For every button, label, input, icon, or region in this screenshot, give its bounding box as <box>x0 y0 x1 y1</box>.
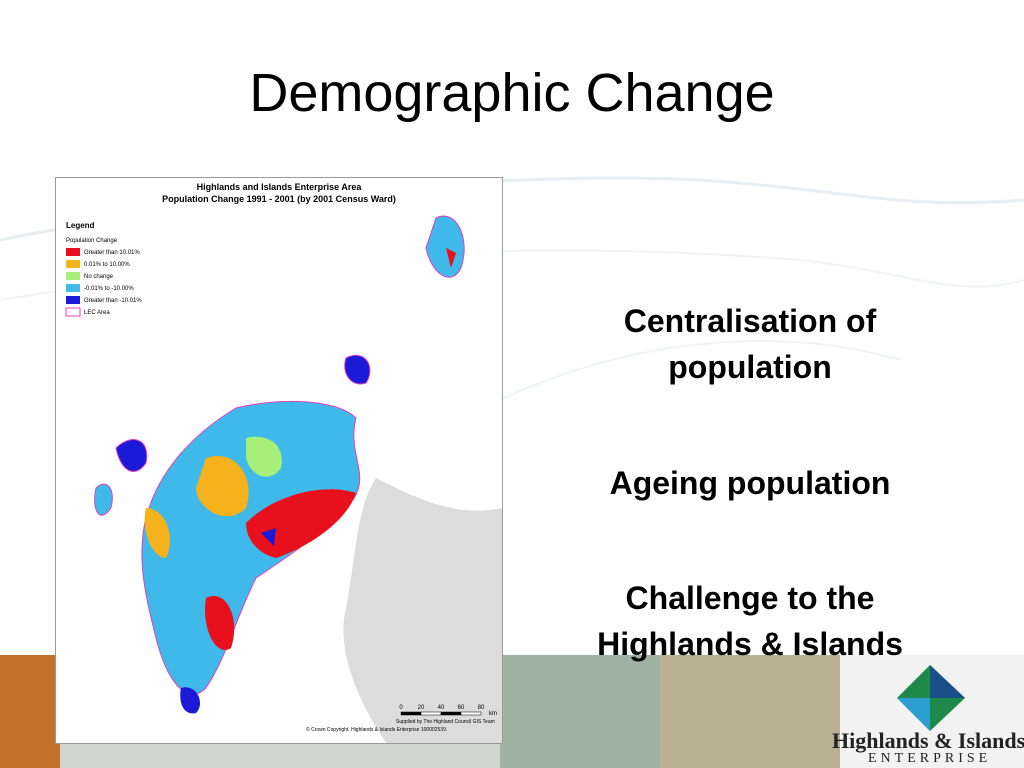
legend-swatch <box>66 260 80 268</box>
legend-title: Legend <box>66 221 95 230</box>
scale-unit: km <box>489 711 497 717</box>
logo-name: Highlands & Islands <box>832 728 1024 753</box>
map-credit: Supplied by The Highland Council GIS Tea… <box>396 719 495 725</box>
legend-swatch <box>66 296 80 304</box>
scale-label: 60 <box>458 705 465 711</box>
map-region <box>205 596 235 650</box>
legend-label: Greater than 10.01% <box>84 250 140 256</box>
map-credit: © Crown Copyright. Highlands & Islands E… <box>306 726 447 733</box>
logo-tagline: ENTERPRISE <box>868 751 992 766</box>
map-title: Population Change 1991 - 2001 (by 2001 C… <box>162 194 396 204</box>
bullet: Centralisation of population <box>623 303 877 385</box>
legend-label: -0.01% to -10.00% <box>84 286 134 292</box>
scale-label: 0 <box>399 705 403 711</box>
map-island <box>180 687 201 714</box>
scale-label: 20 <box>418 705 425 711</box>
map-region <box>246 436 282 477</box>
map-island <box>425 215 465 278</box>
map-region <box>196 456 249 517</box>
map-region <box>261 528 276 546</box>
map-region <box>144 508 170 558</box>
legend-swatch <box>65 307 81 317</box>
scale-segment <box>440 711 462 716</box>
scale-segment <box>460 711 482 716</box>
map-island <box>344 355 371 385</box>
scale-label: 80 <box>478 705 485 711</box>
bullet: Challenge to the Highlands & Islands <box>597 580 903 662</box>
scale-segment <box>400 711 422 716</box>
legend-label: Greater than -10.01% <box>84 298 142 304</box>
legend-label: LEC Area <box>84 310 110 316</box>
map-title: Highlands and Islands Enterprise Area <box>197 182 363 192</box>
legend-swatch <box>66 248 80 256</box>
scale-label: 40 <box>438 705 445 711</box>
mainland <box>343 478 502 743</box>
map: Highlands and Islands Enterprise Area Po… <box>55 177 503 744</box>
legend-label: No change <box>84 274 114 280</box>
scale-segment <box>420 711 442 716</box>
legend-swatch <box>66 284 80 292</box>
legend-swatch <box>66 272 80 280</box>
map-island <box>115 439 148 472</box>
map-island <box>94 483 113 516</box>
map-island <box>446 248 456 268</box>
bullet: Ageing population <box>609 465 891 501</box>
legend-subtitle: Population Change <box>66 238 118 244</box>
slide-title: Demographic Change <box>249 63 775 123</box>
legend-label: 0.01% to 10.00% <box>84 262 130 268</box>
